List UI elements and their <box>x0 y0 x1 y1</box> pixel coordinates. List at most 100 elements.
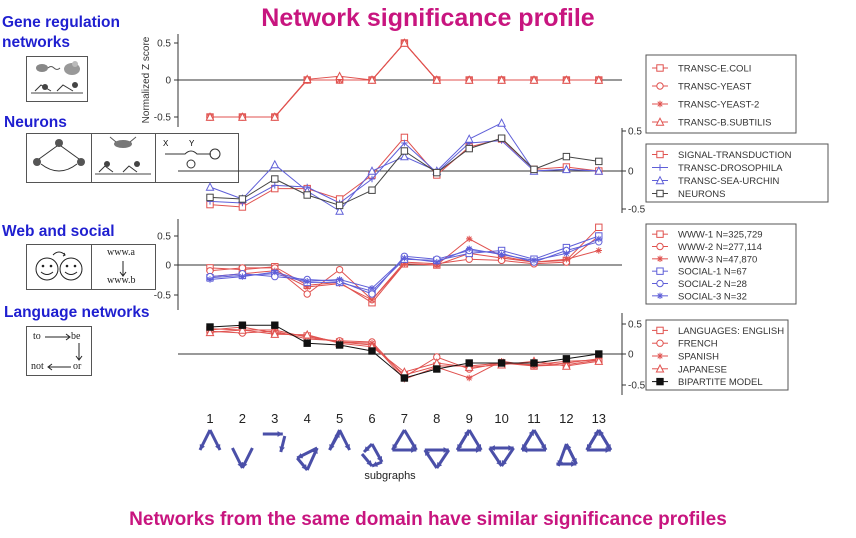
data-point <box>466 235 473 243</box>
data-point <box>206 193 214 202</box>
subgraph-9-icon <box>455 429 483 453</box>
legend-marker <box>656 82 664 90</box>
y-tick-label: 0 <box>165 261 171 272</box>
x-tick-label: 7 <box>401 411 408 426</box>
subgraph-4-icon <box>296 446 319 471</box>
data-point <box>594 166 604 175</box>
motif-arrowhead <box>215 444 221 450</box>
gene-regulation-icon <box>26 56 88 102</box>
data-point <box>530 359 538 367</box>
legend-label: LANGUAGES: ENGLISH <box>678 326 784 337</box>
x-tick-label: 1 <box>206 411 213 426</box>
subgraph-10-icon <box>488 445 515 467</box>
motif-arrowhead <box>489 445 495 451</box>
series-5 <box>206 321 603 382</box>
subgraph-11-icon <box>520 429 548 453</box>
y-tick-label: -0.5 <box>628 205 646 216</box>
data-point <box>595 350 603 358</box>
data-point <box>270 159 280 169</box>
data-point <box>399 151 409 161</box>
legend-marker <box>656 189 664 198</box>
section-label-gene-regulation: Gene regulation networks <box>2 14 120 51</box>
data-point <box>303 191 311 199</box>
data-point <box>595 247 602 254</box>
motif-arrowhead <box>443 447 449 453</box>
x-axis-label: subgraphs <box>364 470 416 482</box>
subgraph-13-icon <box>585 429 613 453</box>
legend-marker <box>656 279 664 288</box>
word-or: or <box>73 361 82 372</box>
data-point <box>530 165 538 174</box>
y-tick-label: 0 <box>165 76 171 87</box>
data-point <box>498 251 505 258</box>
motif-arrowhead <box>199 444 205 450</box>
legend-label: WWW-3 N=47,870 <box>678 254 757 265</box>
legend-marker <box>656 164 664 171</box>
data-point <box>497 75 507 84</box>
data-point <box>368 175 376 183</box>
fly-network-icon <box>91 134 156 182</box>
legend-label: SOCIAL-1 N=67 <box>678 267 747 278</box>
legend-label: SOCIAL-2 N=28 <box>678 279 747 290</box>
data-point <box>563 256 570 263</box>
x-tick-label: 10 <box>494 411 508 426</box>
legend-label: WWW-1 N=325,729 <box>678 230 763 241</box>
data-point <box>594 75 604 84</box>
panel-4: 0.5 0 -0.5 LANGUAGES: ENGLISH FRENCH SPANISHJ… <box>178 313 789 395</box>
data-point <box>562 355 571 363</box>
data-point <box>336 276 343 283</box>
legend-box <box>645 223 797 305</box>
subgraph-1-icon <box>198 429 222 451</box>
subgraph-12-icon <box>556 443 578 467</box>
data-point <box>368 296 376 303</box>
data-point <box>466 245 473 252</box>
legend-label: FRENCH <box>678 339 718 350</box>
subgraph-8-icon <box>423 447 451 469</box>
legend-marker <box>656 292 664 300</box>
data-point <box>464 134 474 143</box>
x-tick-label: 9 <box>466 411 473 426</box>
motif-arrowhead <box>605 447 611 453</box>
series-3 <box>206 235 602 303</box>
data-point <box>368 347 376 355</box>
subgraph-6-icon <box>360 442 384 468</box>
data-point <box>304 283 311 291</box>
data-point <box>595 235 602 243</box>
motif-arrowhead <box>598 430 604 436</box>
legend-label: SIGNAL-TRANSDUCTION <box>678 150 792 161</box>
legend-label: SOCIAL-3 N=32 <box>678 291 747 302</box>
legend-marker <box>656 230 664 238</box>
data-point <box>530 257 538 264</box>
y-tick-label: 0.5 <box>628 127 642 138</box>
legend-label: TRANSC-B.SUBTILIS <box>678 118 771 129</box>
data-point <box>433 365 441 373</box>
panel-2: 0.5 0 -0.5 SIGNAL-TRANSDUCTION TRANSC-DROSOP… <box>178 118 829 216</box>
motif-arrowhead <box>424 450 431 456</box>
legend-label: WWW-2 N=277,114 <box>678 242 762 253</box>
section-label-neurons: Neurons <box>4 114 67 131</box>
motif-arrowhead <box>411 447 417 453</box>
y-tick-label: 0.5 <box>157 232 171 243</box>
data-point <box>368 285 376 292</box>
motif-arrowhead <box>593 430 599 436</box>
data-point <box>464 75 474 84</box>
data-point <box>529 75 539 84</box>
motif-arrowhead <box>242 462 248 468</box>
data-point <box>433 258 440 266</box>
data-point <box>335 265 344 274</box>
y-tick-label: -0.5 <box>154 113 172 124</box>
series-line <box>209 235 600 301</box>
y-tick-label: 0 <box>628 167 634 178</box>
motif-arrowhead <box>344 444 350 450</box>
word-be: be <box>71 331 81 342</box>
section-label-language-networks: Language networks <box>4 304 150 321</box>
data-point <box>271 321 279 329</box>
data-point <box>497 118 507 127</box>
legend-marker <box>656 150 664 159</box>
data-point <box>271 182 278 189</box>
series-4 <box>206 134 603 210</box>
motif-arrowhead <box>372 461 378 467</box>
